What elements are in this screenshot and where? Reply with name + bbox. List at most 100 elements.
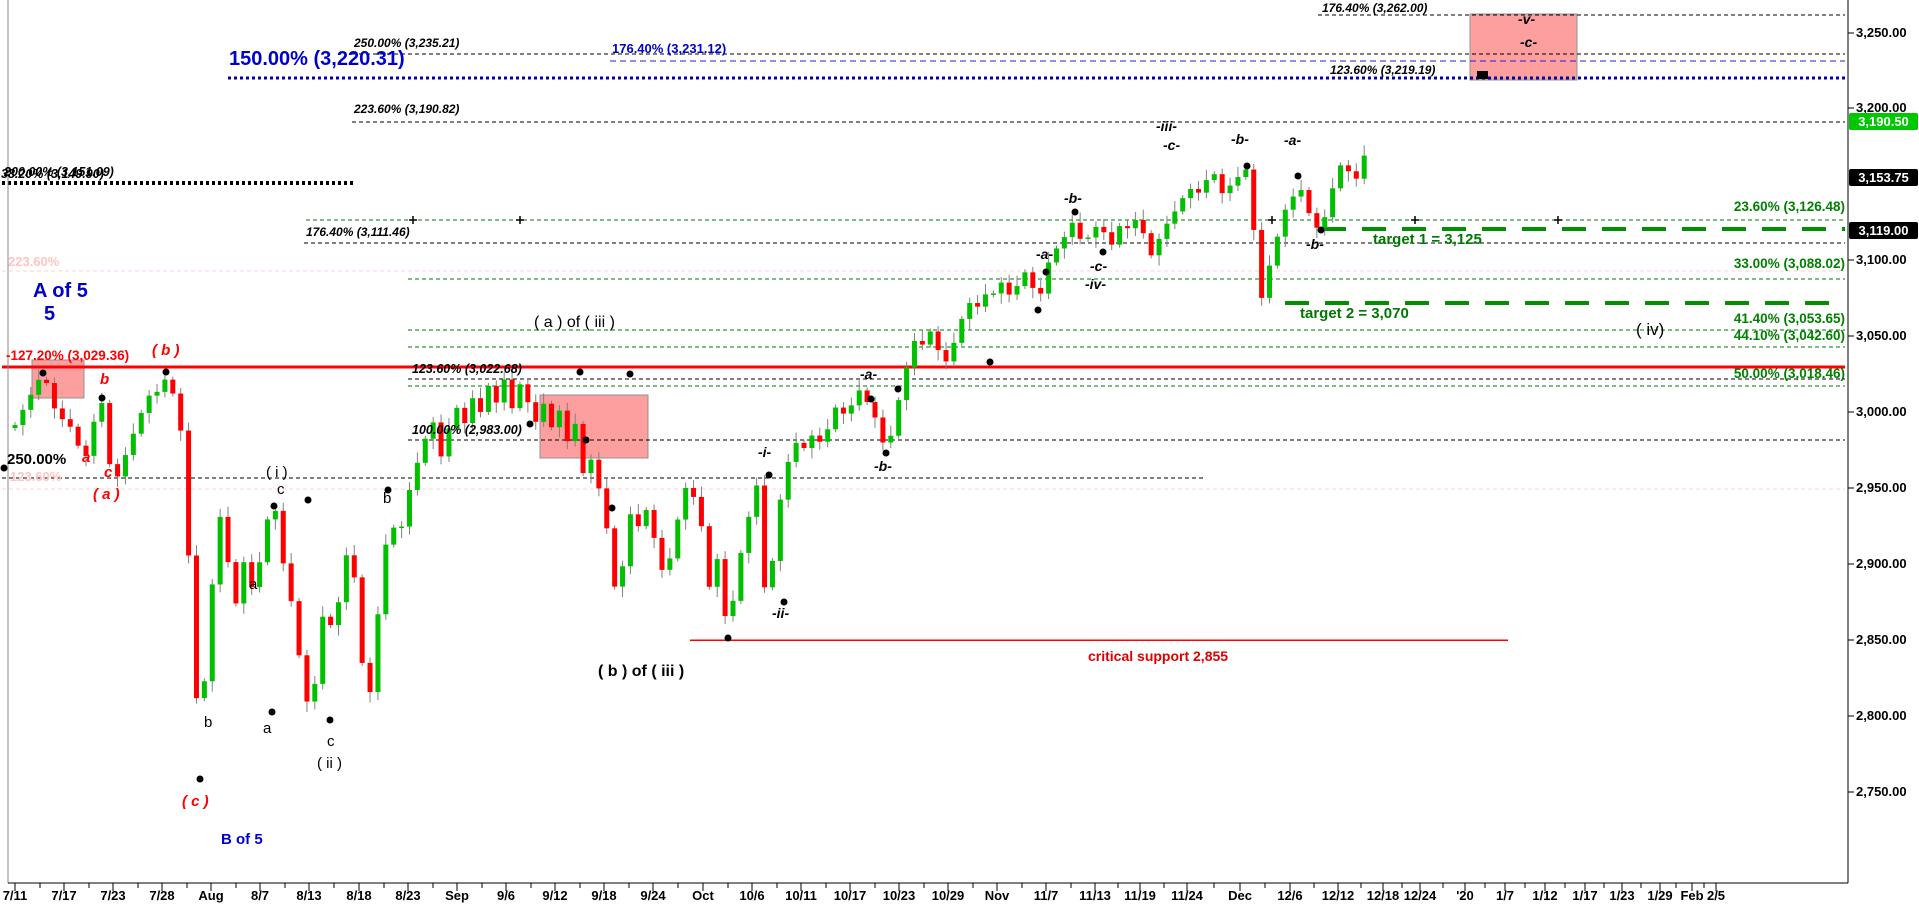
- last-price-badge: 3,190.50: [1849, 113, 1918, 130]
- price-label-285000: 2,850.00: [1856, 632, 1907, 647]
- fib-label-50-green: 50.00% (3,018.46): [1733, 366, 1845, 381]
- date-label-823: 8/23: [395, 888, 421, 903]
- wave-label-b-of-iii: ( b ) of ( iii ): [598, 663, 685, 680]
- wave-label-b-min-2: -b-: [1064, 190, 1082, 206]
- price-marker-badge: 3,119.00: [1849, 222, 1918, 239]
- date-label-1224: 12/24: [1403, 888, 1437, 903]
- swing-dot: [867, 395, 875, 403]
- swing-dot: [626, 370, 634, 378]
- wave-label-v-min: -v-: [1518, 11, 1536, 27]
- fib-label-176-3111: 176.40% (3,111.46): [306, 225, 410, 239]
- price-label-295000: 2,950.00: [1856, 480, 1907, 495]
- fib-label-23-green: 23.60% (3,126.48): [1733, 199, 1845, 214]
- date-label-818: 8/18: [346, 888, 372, 903]
- swing-dot: [526, 420, 534, 428]
- swing-dot: [986, 358, 994, 366]
- swing-dot: [780, 598, 788, 606]
- date-label-1218: 12/18: [1366, 888, 1400, 903]
- wave-label-B-of-5: B of 5: [221, 831, 263, 848]
- date-label-717: 7/17: [51, 888, 77, 903]
- wave-label-a-paren-red: ( a ): [93, 486, 120, 503]
- fib-label-44-green: 44.10% (3,042.60): [1733, 328, 1845, 343]
- fib-label-150-blue: 150.00% (3,220.31): [229, 48, 405, 70]
- price-label-290000: 2,900.00: [1856, 556, 1907, 571]
- swing-dot: [894, 385, 902, 393]
- date-label-126: 12/6: [1277, 888, 1303, 903]
- fib-label-123-3022: 123.60% (3,022.68): [412, 362, 522, 376]
- date-label-Sep: Sep: [445, 888, 469, 903]
- date-label-1124: 11/24: [1171, 888, 1203, 903]
- wave-label-c-min-2: -c-: [1090, 258, 1108, 274]
- wave-label-iv-min: -iv-: [1085, 276, 1106, 292]
- swing-dot: [1099, 248, 1107, 256]
- date-label-106: 10/6: [739, 888, 765, 903]
- fib-label-200-overlap: 200.00% (3,151.09): [4, 165, 114, 179]
- wave-label-a-black-2: a: [263, 720, 272, 737]
- date-label-129: 1/29: [1647, 888, 1673, 903]
- zone-box-wave-v-target: [1469, 13, 1578, 81]
- fib-label-123-3219: 123.60% (3,219.19): [1330, 63, 1436, 77]
- date-label-1023: 10/23: [882, 888, 916, 903]
- date-label-17: 1/7: [1495, 888, 1515, 903]
- date-label-20: '20: [1456, 888, 1474, 903]
- date-label-1119: 11/19: [1124, 888, 1156, 903]
- wave-label-c-black-2: c: [327, 733, 335, 750]
- label-target-1: target 1 = 3,125: [1373, 231, 1482, 248]
- wave-label-i-min: -i-: [758, 444, 772, 460]
- date-label-924: 9/24: [640, 888, 666, 903]
- date-label-Aug: Aug: [198, 888, 224, 903]
- date-label-1011: 10/11: [785, 888, 817, 903]
- price-label-320000: 3,200.00: [1856, 100, 1907, 115]
- wave-label-c-paren-red: ( c ): [182, 793, 209, 810]
- candles: [12, 145, 1367, 712]
- wave-label-a-min-3: -a-: [1284, 132, 1302, 148]
- swing-dot: [724, 634, 732, 642]
- swing-dot: [1071, 208, 1079, 216]
- swing-dot: [582, 436, 590, 444]
- fib-label-176-3262: 176.40% (3,262.00): [1322, 1, 1428, 15]
- wave-label-ii-min: -ii-: [772, 605, 790, 621]
- swing-dot: [882, 449, 890, 457]
- wave-label-a-min-1: -a-: [860, 366, 878, 382]
- wave-label-a-black-1: a: [249, 576, 258, 593]
- swing-dot: [384, 486, 392, 494]
- date-label-Dec: Dec: [1228, 888, 1252, 903]
- swing-dot: [1042, 268, 1050, 276]
- wave-label-c-min-1: -c-: [1163, 137, 1181, 153]
- fib-label-41-green: 41.40% (3,053.65): [1733, 311, 1845, 326]
- fib-label-33-green: 33.00% (3,088.02): [1733, 256, 1845, 271]
- swing-dot: [0, 464, 8, 472]
- date-label-87: 8/7: [250, 888, 270, 903]
- square-marker: [1477, 71, 1488, 79]
- date-label-96: 9/6: [496, 888, 516, 903]
- date-label-1029: 10/29: [931, 888, 965, 903]
- fib-label-faint-123: 123.60%: [10, 469, 62, 484]
- price-label-325000: 3,250.00: [1856, 25, 1907, 40]
- swing-dot: [326, 716, 334, 724]
- date-label-813: 8/13: [296, 888, 322, 903]
- date-label-711: 7/11: [2, 888, 28, 903]
- wave-label-b-min-1: -b-: [874, 458, 892, 474]
- wave-label-b-min-4: -b-: [1306, 236, 1324, 252]
- swing-dot: [162, 368, 170, 376]
- price-marker-badge: 3,153.75: [1849, 169, 1918, 186]
- wave-label-a-of-iii: ( a ) of ( iii ): [534, 314, 615, 331]
- wave-label-a-red: a: [82, 449, 91, 466]
- swing-dot: [1294, 172, 1302, 180]
- fib-label-250-left: 250.00%: [7, 451, 67, 468]
- wave-label-b-red: b: [100, 371, 110, 388]
- price-label-275000: 2,750.00: [1856, 784, 1907, 799]
- swing-dot: [268, 708, 276, 716]
- label-target-2: target 2 = 3,070: [1300, 305, 1409, 322]
- wave-label-iv-paren: ( iv): [1636, 320, 1665, 339]
- swing-dot: [1034, 306, 1042, 314]
- date-label-1017: 10/17: [833, 888, 867, 903]
- date-label-117: 1/17: [1572, 888, 1598, 903]
- swing-dot: [270, 502, 278, 510]
- fib-label-38-overlap: 38.20% (3,149.90): [1, 167, 104, 181]
- date-label-117: 11/7: [1033, 888, 1059, 903]
- swing-dot: [608, 504, 616, 512]
- wave-label-c-red: c: [104, 464, 113, 481]
